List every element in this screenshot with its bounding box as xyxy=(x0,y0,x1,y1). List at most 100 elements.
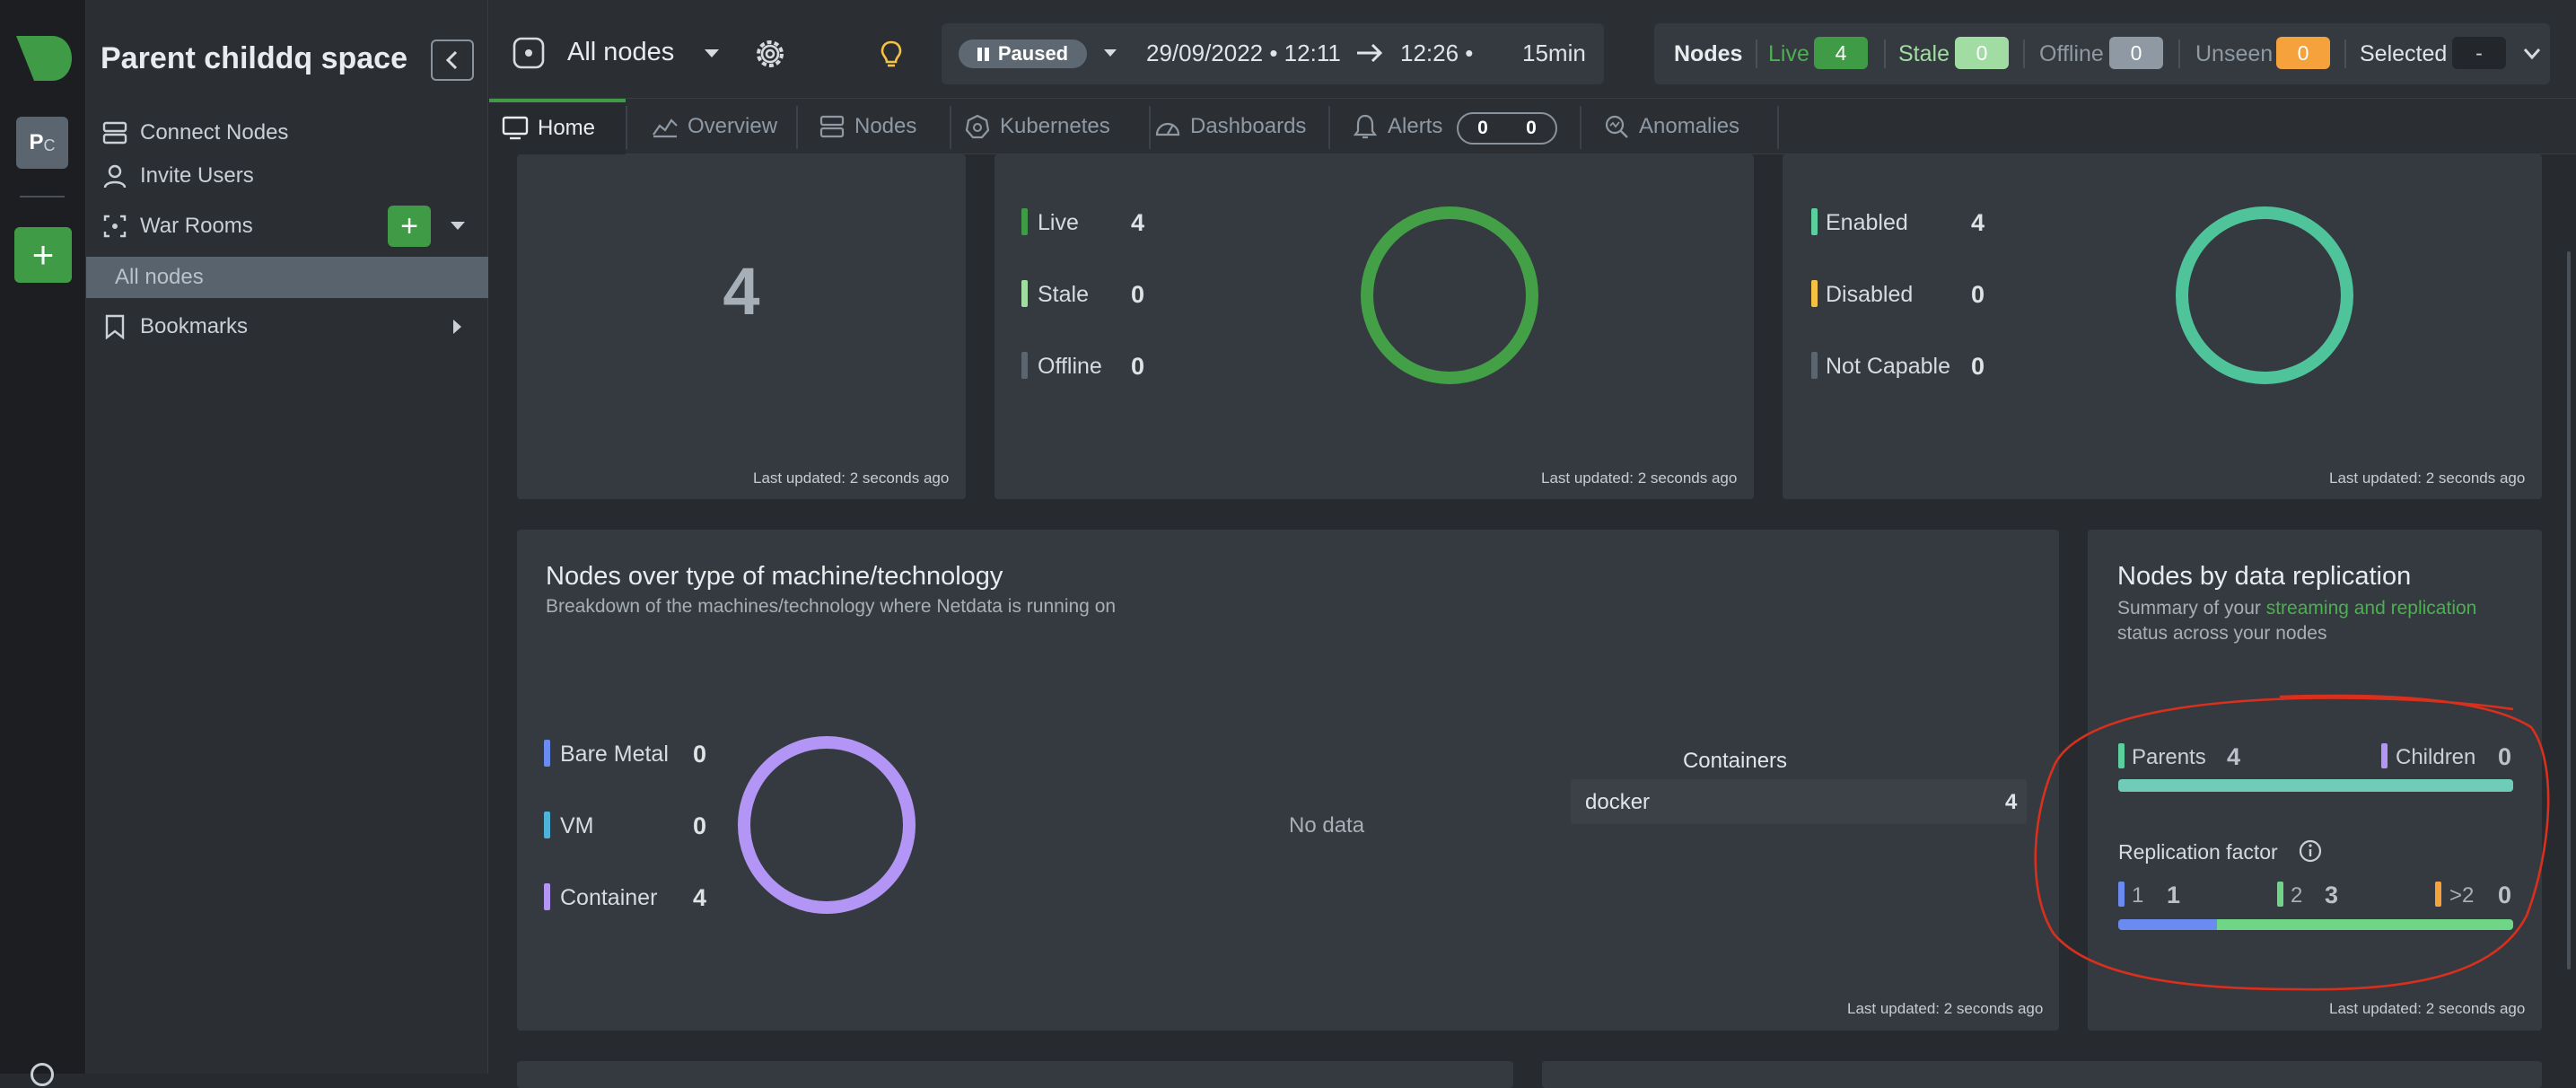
tab-divider xyxy=(1328,106,1330,149)
tab-kubernetes[interactable]: Kubernetes xyxy=(951,99,1149,154)
legend-value-not-capable: 0 xyxy=(1971,353,1985,380)
arrow-right-icon xyxy=(1355,41,1384,65)
status-separator xyxy=(2344,39,2346,68)
container-row[interactable] xyxy=(1571,779,2027,824)
legend-label-not-capable: Not Capable xyxy=(1826,354,1950,379)
offline-label[interactable]: Offline xyxy=(2039,41,2104,66)
monitor-icon xyxy=(502,115,529,142)
stale-label[interactable]: Stale xyxy=(1898,41,1950,66)
date-range-end[interactable]: 12:26 • xyxy=(1400,39,1474,66)
legend-swatch-parents xyxy=(2118,743,2125,768)
tab-divider xyxy=(1580,106,1582,149)
room-selector-caret-icon[interactable] xyxy=(702,43,727,68)
pause-icon xyxy=(977,47,982,61)
legend-label-container: Container xyxy=(560,885,658,910)
containers-title: Containers xyxy=(1682,749,1788,773)
legend-label-stale: Stale xyxy=(1038,282,1089,307)
gear-icon[interactable] xyxy=(752,36,788,72)
nodes-status-title: Nodes xyxy=(1674,41,1743,66)
legend-value-enabled: 4 xyxy=(1971,209,1985,236)
legend-label-enabled: Enabled xyxy=(1826,210,1908,235)
selected-value-badge[interactable]: - xyxy=(2452,37,2506,69)
room-icon xyxy=(512,36,546,70)
highlight-annotation xyxy=(2028,691,2553,995)
playback-state-label: Paused xyxy=(997,42,1069,65)
spaces-rail xyxy=(0,0,86,1074)
unseen-label[interactable]: Unseen xyxy=(2195,41,2274,66)
alerts-warning-count: 0 xyxy=(1526,118,1537,138)
machine-type-donut[interactable] xyxy=(736,734,917,916)
collapse-sidebar-button[interactable] xyxy=(431,39,474,81)
alerts-count-pill[interactable]: 0 0 xyxy=(1457,112,1557,145)
ml-donut[interactable] xyxy=(2174,205,2355,386)
invite-users-link[interactable]: Invite Users xyxy=(101,158,254,194)
replication-factor-bar[interactable] xyxy=(2118,919,2513,930)
factor-gt2-value: 0 xyxy=(2498,882,2512,908)
war-rooms-label: War Rooms xyxy=(140,214,253,238)
legend-swatch-vm xyxy=(544,812,550,838)
time-duration[interactable]: 15min xyxy=(1522,39,1586,66)
total-nodes-card xyxy=(517,154,966,499)
nodes-status-caret-icon[interactable] xyxy=(2522,43,2542,63)
offline-count-badge[interactable]: 0 xyxy=(2109,37,2163,69)
page-scrollbar[interactable] xyxy=(2567,251,2571,970)
tab-kubernetes-label: Kubernetes xyxy=(1000,114,1110,138)
unseen-count-badge[interactable]: 0 xyxy=(2276,37,2330,69)
tab-dashboards[interactable]: Dashboards xyxy=(1142,99,1328,154)
space-title: Parent childdq space xyxy=(101,41,407,75)
card-title: Nodes by data replication xyxy=(2117,562,2412,591)
tab-anomalies-label: Anomalies xyxy=(1639,114,1740,138)
total-nodes-value: 4 xyxy=(723,254,760,329)
legend-swatch-enabled xyxy=(1811,208,1818,235)
lightbulb-icon[interactable] xyxy=(873,36,909,72)
legend-value-stale: 0 xyxy=(1131,281,1145,308)
tab-anomalies[interactable]: Anomalies xyxy=(1590,99,1770,154)
stale-count-badge[interactable]: 0 xyxy=(1955,37,2009,69)
tab-alerts[interactable]: Alerts xyxy=(1339,99,1580,154)
status-separator xyxy=(2023,39,2025,68)
sidebar xyxy=(86,0,488,1074)
connect-nodes-link[interactable]: Connect Nodes xyxy=(101,115,288,151)
legend-swatch-offline xyxy=(1021,352,1028,379)
card-subtitle: Summary of your streaming and replicatio… xyxy=(2117,596,2521,646)
tab-home[interactable]: Home xyxy=(489,99,626,154)
add-room-button[interactable]: + xyxy=(388,206,431,247)
chevron-right-icon[interactable] xyxy=(445,314,470,339)
card-subtitle: Breakdown of the machines/technology whe… xyxy=(546,596,1117,617)
playback-caret-icon[interactable] xyxy=(1100,43,1124,66)
legend-value-offline: 0 xyxy=(1131,353,1145,380)
next-card xyxy=(517,1061,1513,1088)
last-updated: Last updated: 2 seconds ago xyxy=(2329,1000,2526,1017)
parents-children-bar[interactable] xyxy=(2118,779,2513,792)
status-donut[interactable] xyxy=(1359,205,1540,386)
legend-label-disabled: Disabled xyxy=(1826,282,1914,307)
next-card-2 xyxy=(1542,1061,2542,1088)
war-rooms-section[interactable]: War Rooms xyxy=(101,208,253,244)
help-icon[interactable] xyxy=(31,1063,54,1086)
bookmarks-section[interactable]: Bookmarks xyxy=(101,309,248,345)
chevron-down-icon[interactable] xyxy=(445,214,470,239)
legend-swatch-stale xyxy=(1021,280,1028,307)
tab-nodes[interactable]: Nodes xyxy=(806,99,950,154)
live-count-badge[interactable]: 4 xyxy=(1814,37,1868,69)
last-updated: Last updated: 2 seconds ago xyxy=(1541,469,1738,487)
info-icon[interactable] xyxy=(2298,838,2323,864)
legend-swatch-disabled xyxy=(1811,280,1818,307)
live-label[interactable]: Live xyxy=(1768,41,1809,66)
status-separator xyxy=(1756,39,1757,68)
space-avatar-letter: P xyxy=(29,130,44,154)
parents-value: 4 xyxy=(2227,743,2241,770)
playback-state-button[interactable]: Paused xyxy=(959,39,1087,68)
tab-home-label: Home xyxy=(538,116,596,140)
room-selector[interactable]: All nodes xyxy=(567,38,675,66)
bookmarks-label: Bookmarks xyxy=(140,314,249,338)
last-updated: Last updated: 2 seconds ago xyxy=(753,469,950,487)
streaming-replication-link[interactable]: streaming and replication xyxy=(2265,598,2477,619)
netdata-logo-icon[interactable] xyxy=(16,36,72,81)
room-item-all-nodes[interactable]: All nodes xyxy=(86,257,488,298)
tab-overview[interactable]: Overview xyxy=(639,99,796,154)
add-space-button[interactable]: + xyxy=(14,227,72,283)
date-range-start[interactable]: 29/09/2022 • 12:11 xyxy=(1146,39,1341,66)
legend-swatch-not-capable xyxy=(1811,352,1818,379)
